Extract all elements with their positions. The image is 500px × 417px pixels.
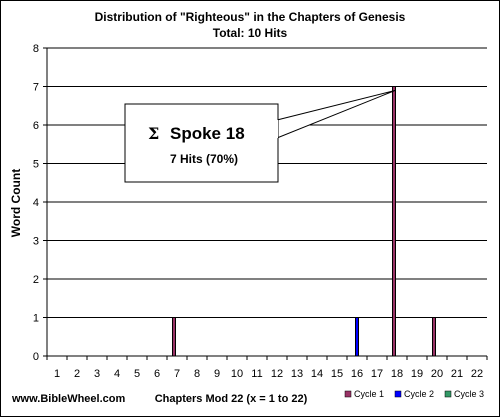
y-tick-label: 1 [33,313,39,325]
x-tick-label: 18 [391,368,403,380]
y-axis-label: Word Count [9,169,23,237]
y-tick-label: 5 [33,159,39,171]
legend-swatch [344,390,352,398]
x-tick-label: 13 [291,368,303,380]
hebrew-letter-tsade-icon: Σ [148,124,159,143]
y-tick-label: 4 [33,197,39,209]
x-tick-label: 10 [231,368,243,380]
y-tick-labels: 0 1 2 3 4 5 6 7 8 [33,43,47,363]
x-tick-label: 8 [194,368,200,380]
bar [392,86,396,357]
x-tick-label: 1 [54,368,60,380]
x-tick-label: 16 [351,368,363,380]
x-tick-label: 15 [331,368,343,380]
legend-label: Cycle 2 [404,389,434,399]
y-tick-label: 2 [33,274,39,286]
gridlines [47,47,487,357]
legend-swatch [444,390,452,398]
y-tick-label: 8 [33,43,39,55]
bar [355,317,359,357]
x-tick-label: 17 [371,368,383,380]
x-tick-label: 9 [214,368,220,380]
x-tick-label: 5 [134,368,140,380]
y-tick-label: 6 [33,120,39,132]
x-tick-label: 11 [251,368,262,380]
x-tick-label: 12 [271,368,283,380]
x-tick-label: 19 [411,368,423,380]
x-tick-label: 7 [174,368,180,380]
y-tick-label: 3 [33,236,39,248]
x-tick-labels: 1 2 3 4 5 6 7 8 9 10 11 12 13 14 15 16 17 18 19 20 21 22 [46,356,488,380]
x-tick-label: 14 [311,368,323,380]
x-tick-label: 6 [154,368,160,380]
legend: Cycle 1 Cycle 2 Cycle 3 [344,389,484,399]
x-tick-label: 4 [114,368,120,380]
legend-swatch [394,390,402,398]
chart-title: Distribution of "Righteous" in the Chapt… [95,10,406,24]
legend-label: Cycle 1 [354,389,384,399]
callout: Σ Spoke 18 7 Hits (70%) [124,90,396,183]
x-tick-label: 21 [451,368,463,380]
y-tick-label: 7 [33,82,39,94]
callout-box [124,103,279,183]
chart-subtitle: Total: 10 Hits [213,26,288,40]
callout-title: Spoke 18 [170,124,245,143]
legend-label: Cycle 3 [454,389,484,399]
bar [172,317,176,357]
callout-subtitle: 7 Hits (70%) [170,152,238,166]
x-tick-label: 22 [471,368,483,380]
x-tick-label: 3 [94,368,100,380]
bar [432,317,436,357]
x-tick-label: 2 [74,368,80,380]
y-tick-label: 0 [33,351,39,363]
callout-pointer [276,90,396,139]
x-axis-label: Chapters Mod 22 (x = 1 to 22) [155,393,308,405]
footer-site: www.BibleWheel.com [11,393,125,405]
x-tick-label: 20 [431,368,443,380]
